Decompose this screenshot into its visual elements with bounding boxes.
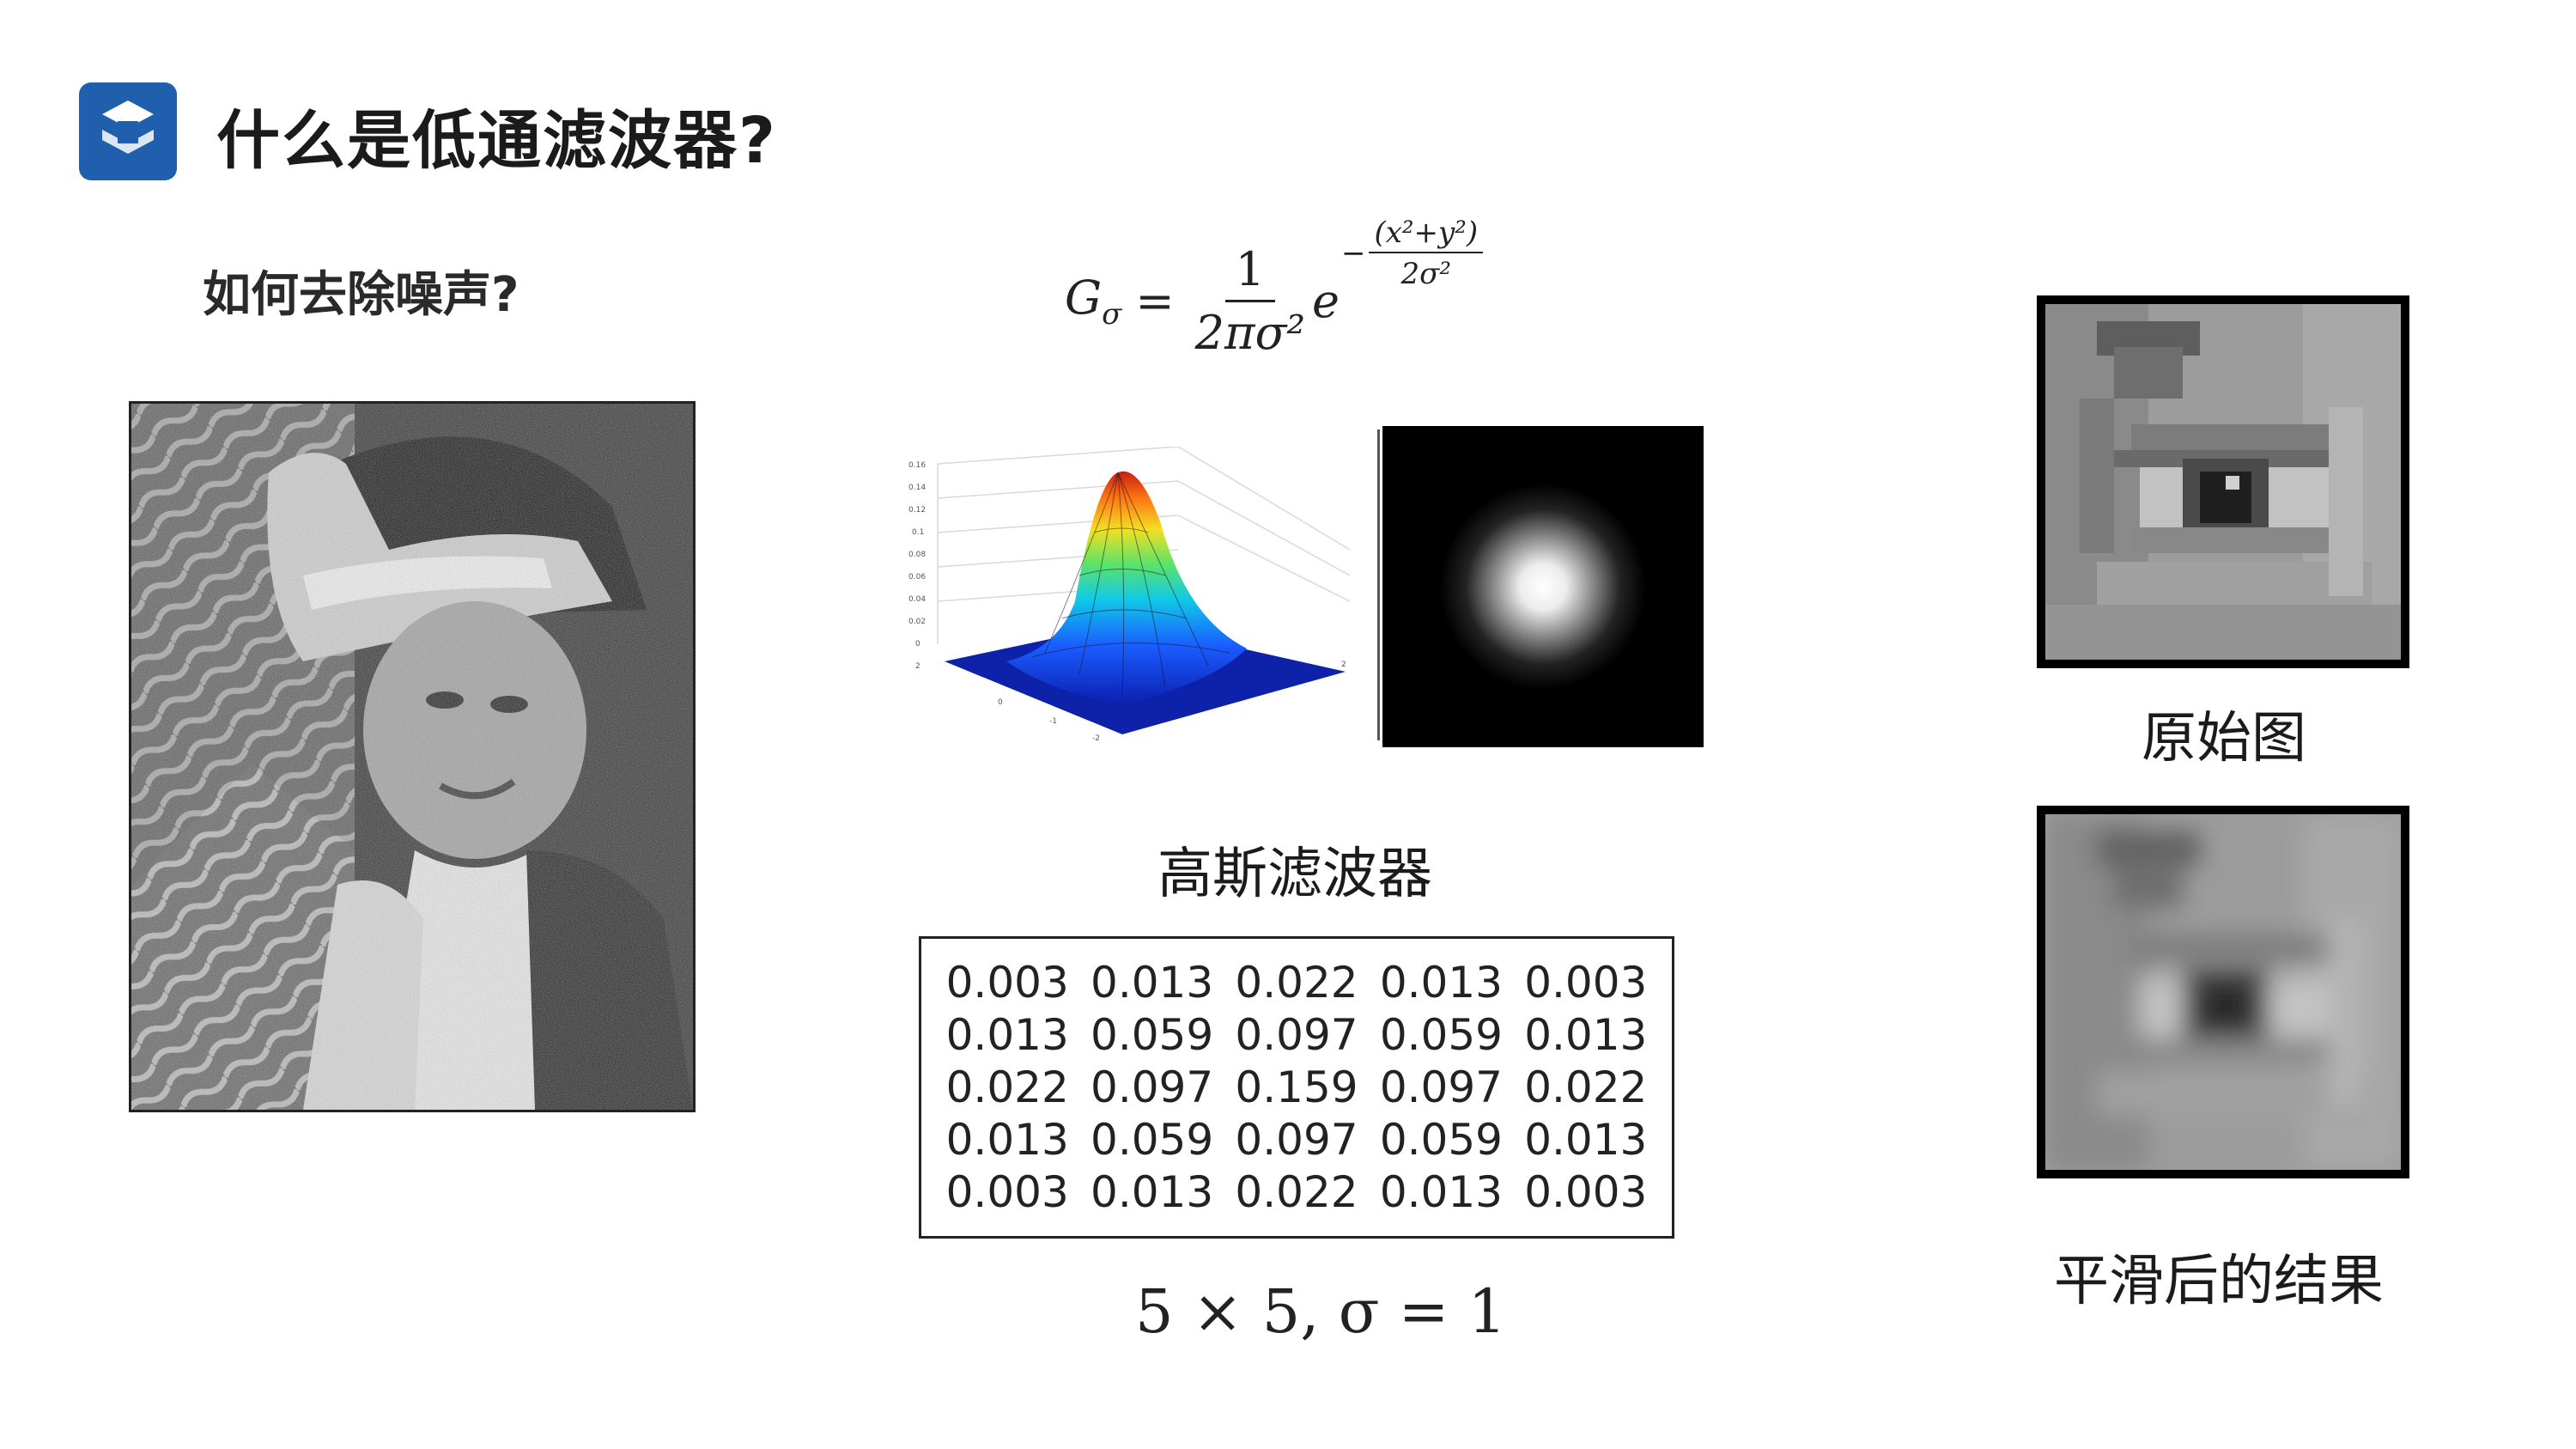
matrix-cell: 0.013	[1524, 1115, 1648, 1166]
matrix-cell: 0.003	[945, 1167, 1069, 1218]
matrix-cell: 0.013	[945, 1009, 1069, 1060]
matrix-cell: 0.059	[1379, 1009, 1503, 1060]
formula-fraction: 1 2πσ²	[1194, 242, 1305, 360]
svg-text:2: 2	[1341, 661, 1346, 669]
kernel-label: 高斯滤波器	[1157, 843, 1432, 906]
matrix-cell: 0.013	[1524, 1009, 1648, 1060]
matrix-cell: 0.022	[1524, 1062, 1648, 1112]
matrix-cell: 0.013	[1091, 957, 1214, 1008]
formula-lhs: Gσ	[1065, 271, 1122, 332]
matrix-cell: 0.013	[945, 1115, 1069, 1166]
matrix-cell: 0.097	[1091, 1062, 1214, 1112]
plot-divider	[1377, 429, 1380, 740]
gaussian-kernel-image	[1382, 426, 1704, 747]
matrix-cell: 0.159	[1235, 1062, 1358, 1112]
svg-text:0: 0	[915, 640, 920, 648]
svg-text:0.02: 0.02	[908, 618, 926, 626]
svg-text:-2: -2	[1092, 734, 1100, 743]
svg-text:2: 2	[915, 662, 920, 671]
matrix-cell: 0.013	[1091, 1167, 1214, 1218]
eye-blurred-image	[2037, 806, 2409, 1178]
matrix-cell: 0.059	[1091, 1115, 1214, 1166]
matrix-cell: 0.059	[1091, 1009, 1214, 1060]
matrix-cell: 0.097	[1235, 1115, 1358, 1166]
matrix-cell: 0.022	[945, 1062, 1069, 1112]
matrix-cell: 0.003	[945, 957, 1069, 1008]
kernel-matrix: 0.003 0.013 0.022 0.013 0.003 0.013 0.05…	[919, 936, 1674, 1239]
noisy-portrait-image	[129, 401, 696, 1112]
matrix-cell: 0.022	[1235, 957, 1358, 1008]
svg-text:0.1: 0.1	[912, 528, 924, 537]
svg-text:0.04: 0.04	[908, 595, 926, 604]
gaussian-formula: Gσ = 1 2πσ² e − (x²+y²) 2σ²	[1065, 216, 1484, 360]
matrix-cell: 0.013	[1379, 957, 1503, 1008]
gaussian-3d-surface-plot: 0.16 0.14 0.12 0.1 0.08 0.06 0.04 0.02 0 2 0 -1 …	[903, 446, 1358, 743]
svg-text:0.06: 0.06	[908, 573, 926, 581]
matrix-cell: 0.022	[1235, 1167, 1358, 1218]
s-logo-icon	[79, 82, 177, 180]
page-title: 什么是低通滤波器?	[216, 104, 777, 178]
matrix-cell: 0.013	[1379, 1167, 1503, 1218]
matrix-cell: 0.059	[1379, 1115, 1503, 1166]
matrix-cell: 0.003	[1524, 1167, 1648, 1218]
matrix-cell: 0.097	[1235, 1009, 1358, 1060]
svg-text:0.08: 0.08	[908, 551, 926, 559]
svg-text:0.12: 0.12	[908, 506, 926, 514]
smoothed-caption: 平滑后的结果	[2054, 1250, 2384, 1313]
kernel-size-note: 5 × 5, σ = 1	[1135, 1276, 1507, 1347]
formula-base: e	[1311, 274, 1340, 328]
question-text: 如何去除噪声?	[203, 267, 519, 323]
formula-exponent: − (x²+y²) 2σ²	[1341, 216, 1484, 291]
svg-text:0.14: 0.14	[908, 484, 926, 492]
original-caption: 原始图	[2142, 707, 2306, 770]
svg-text:0.16: 0.16	[908, 461, 926, 470]
eye-closeup-image	[2037, 295, 2409, 668]
matrix-cell: 0.097	[1379, 1062, 1503, 1112]
svg-text:-1: -1	[1049, 717, 1057, 726]
matrix-cell: 0.003	[1524, 957, 1648, 1008]
svg-text:0: 0	[998, 698, 1003, 707]
